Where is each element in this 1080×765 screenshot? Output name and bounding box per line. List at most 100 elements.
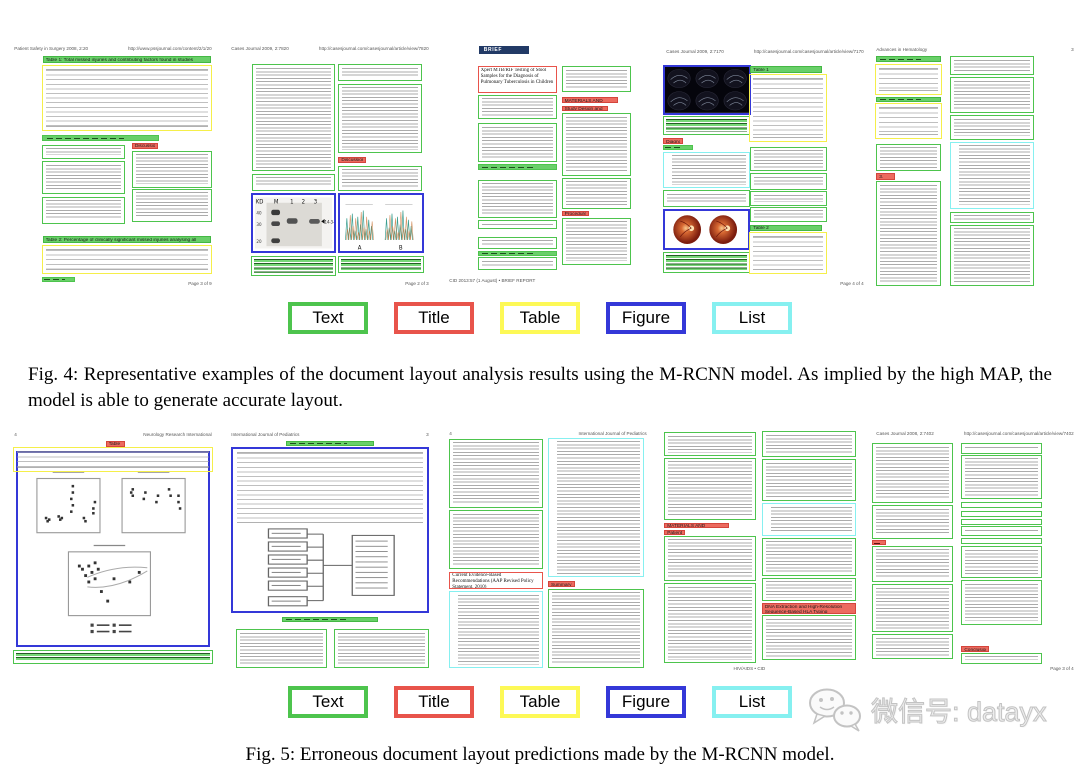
text-content-lines xyxy=(565,181,627,206)
svg-text:30: 30 xyxy=(257,222,262,228)
text-content-lines xyxy=(965,549,1039,575)
text-annotation-box xyxy=(750,191,827,206)
text-annotation-box xyxy=(949,56,1034,75)
text-content-lines xyxy=(565,69,627,89)
text-content-lines xyxy=(965,446,1039,451)
text-content-lines xyxy=(453,513,539,566)
table-content-lines xyxy=(45,248,208,271)
text-annotation-box xyxy=(961,546,1043,579)
text-content-lines xyxy=(552,592,640,665)
page-header-right: http://www.pssjournal.com/content/2/1/20 xyxy=(127,46,212,52)
text-content-lines xyxy=(765,541,853,573)
text-annotation-box xyxy=(961,510,1043,517)
text-content-lines xyxy=(342,87,419,150)
document-page-thumbnail: International Journal of Pediatrics 3 xyxy=(225,424,435,676)
legend-item-text: Text xyxy=(288,686,368,718)
annotation-box-label: Study Design and Population xyxy=(564,107,603,111)
text-annotation-box xyxy=(338,64,423,82)
text-annotation-box xyxy=(338,83,423,154)
text-annotation-box xyxy=(477,179,558,219)
text-annotation-box xyxy=(548,588,644,668)
page-header-left: Cases Journal 2009, 2:7170 xyxy=(666,48,724,54)
heading-annotation-box: 3. Results xyxy=(876,173,896,180)
text-annotation-box xyxy=(761,537,857,576)
caption-highlight-bar: Table 1: Total missed injuries and contr… xyxy=(42,56,211,63)
text-annotation-box xyxy=(949,224,1034,287)
svg-text:3: 3 xyxy=(314,199,318,205)
legend-item-table: Table xyxy=(500,686,580,718)
text-content-lines xyxy=(953,118,1030,137)
legend-item-title: Title xyxy=(394,686,474,718)
figure5-legend: Text Title Table Figure List xyxy=(0,686,1080,718)
text-annotation-box xyxy=(750,173,827,191)
page-header-right: International Journal of Pediatrics xyxy=(578,430,647,436)
retinal-fundus-photos-figure xyxy=(665,211,748,248)
caption-annotation-box xyxy=(338,255,425,273)
text-highlight-bar xyxy=(41,276,76,283)
svg-text:14-3-3: 14-3-3 xyxy=(325,219,334,224)
legend-item-list: List xyxy=(712,686,792,718)
text-content-lines xyxy=(342,169,419,188)
text-annotation-box xyxy=(252,173,336,191)
text-content-lines xyxy=(765,434,853,454)
annotation-box-label: Conclusions xyxy=(964,647,986,651)
caption-content-lines xyxy=(341,258,422,270)
text-annotation-box xyxy=(961,443,1043,454)
western-blot-gel-figure: KD M 1 2 3 40 30 20 14-3-3 xyxy=(253,195,334,251)
table-annotation-box xyxy=(749,231,827,275)
list-content-lines xyxy=(672,155,747,185)
wechat-watermark: 微信号: datayx xyxy=(806,686,1047,732)
text-content-lines xyxy=(876,446,949,500)
highlight-bar-text-dash xyxy=(879,58,922,60)
table-annotation-box xyxy=(41,244,212,275)
text-highlight-bar xyxy=(477,250,558,256)
highlight-bar-text-dash xyxy=(873,542,882,544)
page-footer-right: Page 4 of 4 xyxy=(840,281,864,287)
text-content-lines xyxy=(45,148,121,156)
svg-text:M: M xyxy=(274,199,279,205)
text-annotation-box xyxy=(961,580,1043,625)
document-page-thumbnail: HIV/AIDS • CID MATERIALS AND METHODS Patie… xyxy=(660,424,870,676)
caption-annotation-box xyxy=(663,116,751,135)
text-content-lines xyxy=(135,154,208,185)
table-content-lines xyxy=(17,451,209,468)
title-annotation-box: Xpert MTB/RIF Testing of Stool Samples f… xyxy=(477,66,558,93)
text-content-lines xyxy=(45,200,121,221)
list-content-lines xyxy=(458,594,539,665)
text-annotation-box xyxy=(761,577,857,602)
text-content-lines xyxy=(565,116,627,173)
text-content-lines xyxy=(481,260,554,267)
text-annotation-box xyxy=(561,113,631,176)
text-content-lines xyxy=(668,461,752,517)
text-annotation-box xyxy=(449,438,543,508)
caption-annotation-box xyxy=(251,255,337,276)
heading-annotation-box: Patients xyxy=(664,529,686,535)
document-page-thumbnail: Cases Journal 2009, 2:7820 http://casesjo… xyxy=(225,10,435,295)
text-annotation-box xyxy=(477,94,558,120)
text-content-lines xyxy=(342,67,419,78)
text-annotation-box xyxy=(961,518,1043,525)
annotation-box-label: Procedures xyxy=(564,212,586,216)
text-content-lines xyxy=(953,228,1030,283)
caption-content-lines xyxy=(16,652,210,662)
report-type-band: BRIEF REPORT xyxy=(478,46,530,54)
figure5-examples-row: 4 Neurology Research International Table … xyxy=(0,424,1080,676)
highlight-bar-text-dash xyxy=(481,166,534,168)
text-annotation-box xyxy=(761,459,857,502)
text-content-lines xyxy=(453,442,539,505)
document-page-thumbnail: 4 Neurology Research International Table … xyxy=(8,424,218,676)
page-header-left: International Journal of Pediatrics xyxy=(231,431,300,437)
caption-highlight-bar: Table 2: Percentage of clinically signif… xyxy=(42,236,211,243)
text-annotation-box xyxy=(961,526,1043,537)
text-content-lines xyxy=(876,587,949,629)
text-annotation-box xyxy=(252,64,336,172)
text-content-lines xyxy=(765,581,853,598)
annotation-box-label: MATERIALS AND METHODS xyxy=(564,98,603,103)
heading-annotation-box: MATERIALS AND METHODS xyxy=(664,522,730,529)
text-annotation-box xyxy=(872,584,953,633)
list-content-lines xyxy=(958,145,1030,206)
text-annotation-box xyxy=(663,190,751,207)
annotation-box-label: Diagnosis xyxy=(666,139,681,143)
caption-highlight-bar xyxy=(876,96,942,103)
